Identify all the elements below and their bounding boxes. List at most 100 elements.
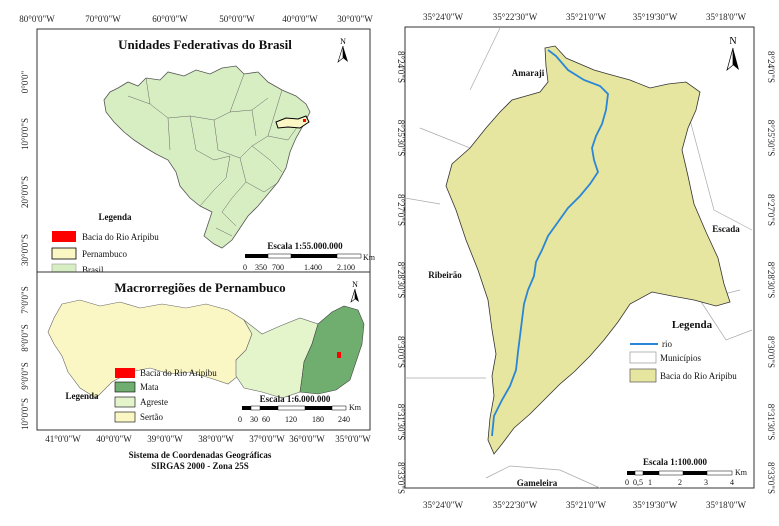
datum-label: SIRGAS 2000 - Zona 25S	[151, 461, 249, 471]
legend-label: Brasil	[82, 265, 104, 275]
brasil-legend-title: Legenda	[98, 212, 132, 222]
brasil-y-tick: 0°0'0"	[20, 70, 30, 93]
svg-text:N: N	[352, 280, 358, 289]
bacia-bottom-tick: 35°22'30"W	[493, 500, 538, 510]
pernambuco-shape	[275, 115, 310, 129]
bacia-left-tick: 8°28'30"S	[396, 262, 406, 298]
legend-label: rio	[662, 339, 672, 349]
bacia-scale-label: Escala 1:100.000	[643, 457, 707, 467]
bacia-right-tick: 8°31'30"S	[766, 404, 776, 440]
brasil-state-lines	[127, 73, 299, 237]
bacia-left-tick: 8°33'0"S	[396, 462, 406, 494]
scale-unit: Km	[349, 403, 362, 412]
bacia-left-tick: 8°27'0"S	[396, 194, 406, 226]
brasil-x-tick: 40°0'0"W	[282, 14, 318, 24]
legend-label: Sertão	[140, 412, 163, 422]
svg-text:N: N	[729, 36, 736, 47]
brasil-x-tick: 60°0'0"W	[152, 14, 188, 24]
bacia-right-tick: 8°33'0"S	[766, 462, 776, 494]
pe-scale-label: Escala 1:6.000.000	[260, 394, 331, 404]
scale-unit: Km	[735, 468, 748, 477]
scale-tick: 2	[678, 478, 682, 487]
brasil-x-tick: 80°0'0"W	[19, 14, 55, 24]
brasil-x-tick: 70°0'0"W	[85, 14, 121, 24]
brasil-map-title: Unidades Federativas do Brasil	[118, 37, 292, 52]
scale-unit: Km	[363, 253, 376, 262]
scale-tick: 0	[243, 263, 247, 272]
bacia-shape	[445, 45, 731, 455]
place-label-amaraji: Amaraji	[512, 68, 545, 78]
scale-tick: 700	[272, 263, 284, 272]
place-label-escada: Escada	[712, 224, 740, 234]
north-arrow: N	[726, 36, 739, 71]
scale-tick: 1.400	[304, 263, 322, 272]
pe-y-tick: 7°0'0"S	[20, 286, 30, 313]
legend-label: Pernambuco	[82, 249, 127, 259]
legend-swatch-agreste	[114, 396, 136, 408]
legend-label: Municípios	[660, 353, 701, 363]
pernambuco-map-panel: 7°0'0"S 8°0'0"S 9°0'0"S 10°0'0"S 41°0'0"…	[20, 271, 371, 444]
scale-tick: 2.100	[337, 263, 355, 272]
legend-label: Bacia do Rio Aripibu	[140, 368, 217, 378]
pernambuco-map-title: Macrorregiões de Pernambuco	[114, 280, 285, 295]
svg-text:N: N	[340, 37, 346, 46]
legend-swatch-sertao	[114, 411, 136, 423]
bacia-bottom-tick: 35°24'0"W	[423, 500, 463, 510]
brasil-x-tick: 30°0'0"W	[337, 14, 373, 24]
pe-y-tick: 8°0'0"S	[20, 324, 30, 351]
brasil-scale-bar	[245, 253, 362, 259]
scale-tick: 60	[262, 415, 270, 424]
bacia-left-tick: 8°25'30"S	[396, 120, 406, 156]
scale-tick: 0,5	[633, 478, 643, 487]
pe-y-tick: 10°0'0"S	[20, 398, 30, 430]
pe-x-tick: 40°0'0"W	[96, 434, 132, 444]
rio-aripibu-line	[491, 49, 609, 437]
legend-label: Bacia do Rio Aripibu	[660, 371, 737, 381]
bacia-top-tick: 35°21'0"W	[566, 12, 606, 22]
legend-label: Agreste	[140, 397, 168, 407]
bacia-top-tick: 35°24'0"W	[423, 12, 463, 22]
bacia-pe-marker	[337, 352, 341, 358]
north-arrow: N	[337, 37, 348, 63]
legend-swatch-municipios	[629, 351, 657, 364]
brasil-y-tick: 10°0'0"S	[20, 118, 30, 150]
pe-scale-bar	[242, 405, 347, 411]
bacia-left-tick: 8°30'0"S	[396, 336, 406, 368]
legend-swatch-bacia	[52, 231, 76, 242]
pe-x-tick: 37°0'0"W	[249, 434, 285, 444]
scale-tick: 180	[312, 415, 324, 424]
bacia-right-tick: 8°28'30"S	[766, 262, 776, 298]
bacia-right-tick: 8°25'30"S	[766, 120, 776, 156]
bacia-map-panel: 35°24'0"W 35°22'30"W 35°21'0"W 35°19'30"…	[396, 12, 776, 510]
pe-x-tick: 41°0'0"W	[45, 434, 81, 444]
bacia-legend-title: Legenda	[672, 319, 713, 331]
north-arrow: N	[350, 280, 359, 303]
place-label-ribeirao: Ribeirão	[428, 270, 462, 280]
legend-swatch-bacia	[629, 368, 657, 383]
scale-tick: 240	[338, 415, 350, 424]
bacia-bottom-tick: 35°18'0"W	[706, 500, 746, 510]
legend-swatch-mata	[114, 381, 136, 393]
pe-x-tick: 36°0'0"W	[289, 434, 325, 444]
bacia-left-tick: 8°24'0"S	[396, 51, 406, 83]
bacia-scale-bar	[627, 470, 733, 476]
bacia-right-tick: 8°30'0"S	[766, 336, 776, 368]
bacia-bottom-tick: 35°21'0"W	[566, 500, 606, 510]
sertao-region	[47, 299, 253, 399]
pe-x-tick: 35°0'0"W	[335, 434, 371, 444]
brasil-y-tick: 30°0'0"S	[20, 234, 30, 266]
scale-tick: 30	[250, 415, 258, 424]
legend-swatch-pernambuco	[51, 247, 77, 260]
pe-legend-title: Legenda	[65, 391, 99, 401]
legend-label: Mata	[140, 382, 159, 392]
place-label-gameleira: Gameleira	[517, 478, 558, 488]
scale-tick: 1	[648, 478, 652, 487]
bacia-bottom-tick: 35°19'30"W	[633, 500, 678, 510]
scale-tick: 3	[704, 478, 708, 487]
scale-tick: 0	[238, 415, 242, 424]
scale-tick: 0	[625, 478, 629, 487]
brasil-shape	[103, 65, 311, 249]
brasil-map-panel: 80°0'0"W 70°0'0"W 60°0'0"W 50°0'0"W 40°0…	[19, 14, 376, 280]
bacia-right-tick: 8°27'0"S	[766, 194, 776, 226]
